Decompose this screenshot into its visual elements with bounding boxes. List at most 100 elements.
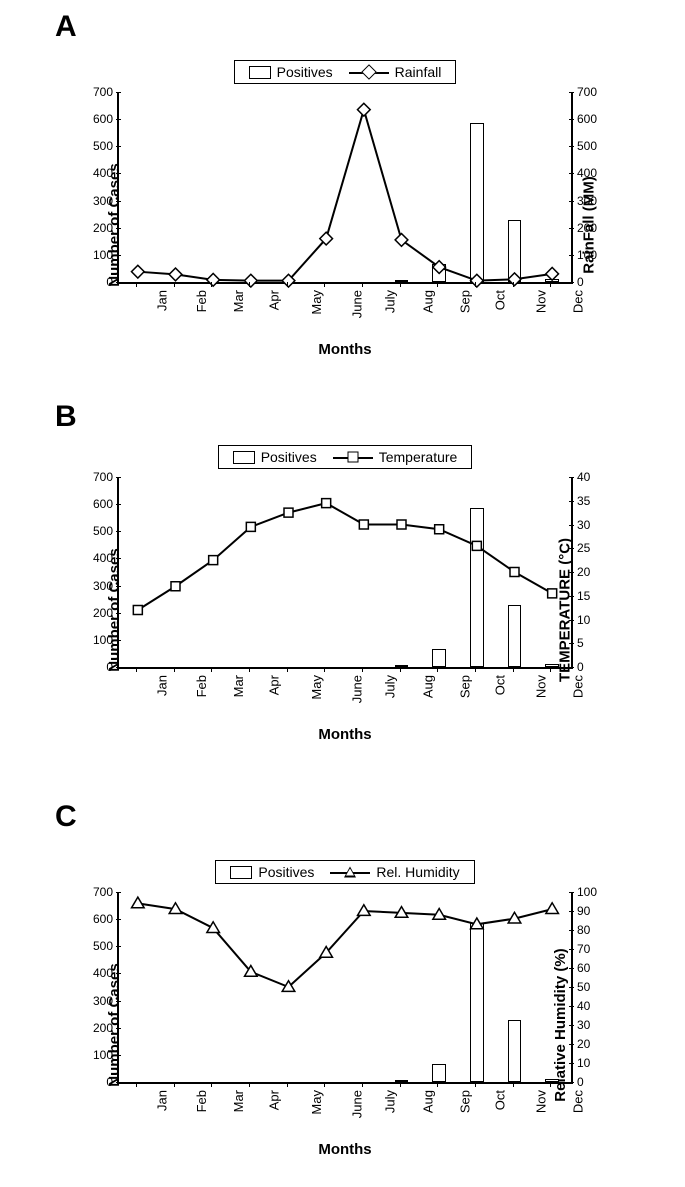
x-tick-label: June [350,675,365,703]
y-left-tick: 300 [93,194,113,208]
line-marker [397,520,406,529]
x-tick [174,1082,175,1087]
x-axis-label-a: Months [55,341,635,358]
panel-letter-a: A [55,10,77,44]
x-tick-label: July [382,290,397,313]
x-labels-b: JanFebMarAprMayJuneJulyAugSepOctNovDec [117,669,573,724]
x-tick-label: Nov [533,290,548,313]
line-marker [133,606,142,615]
x-labels-c: JanFebMarAprMayJuneJulyAugSepOctNovDec [117,1084,573,1139]
x-tick-label: Jan [154,675,169,696]
x-tick [400,1082,401,1087]
legend-bar-b: Positives [233,449,317,465]
y-right-tick: 60 [577,961,590,975]
y-left-tick: 200 [93,606,113,620]
x-tick-label: May [309,1090,324,1115]
y-left-tick: 100 [93,633,113,647]
x-tick-label: May [309,675,324,700]
x-tick-label: Apr [267,290,282,310]
line-marker [435,525,444,534]
x-tick [513,1082,514,1087]
y-right-tick: 90 [577,904,590,918]
line-series [119,92,571,282]
x-tick-label: Jan [154,1090,169,1111]
x-tick [362,667,363,672]
y-left-tick: 400 [93,551,113,565]
panel-a: Positives Rainfall Number of Cases RainF… [55,60,635,358]
legend-c: Positives Rel. Humidity [215,860,474,884]
line-marker [510,568,519,577]
line-marker [395,234,408,247]
line-marker [322,499,331,508]
x-tick-label: Nov [533,675,548,698]
y-left-tick: 600 [93,497,113,511]
line-marker [357,103,370,116]
x-tick [362,1082,363,1087]
y-left-tick: 700 [93,85,113,99]
x-tick-label: Dec [571,1090,586,1113]
x-tick [550,282,551,287]
x-tick-label: Feb [193,1090,208,1112]
figure: A Positives Rainfall Number of Cases Rai… [0,0,685,1187]
x-tick [136,667,137,672]
x-axis-label-b: Months [55,726,635,743]
y-right-tick: 30 [577,518,590,532]
x-tick-label: June [350,1090,365,1118]
panel-letter-c: C [55,800,77,834]
chart-c: Number of Cases Relative Humidity (%) 01… [55,892,635,1158]
y-left-tick: 500 [93,139,113,153]
y-right-tick: 500 [577,139,597,153]
y-right-tick: 35 [577,494,590,508]
y-right-tick: 5 [577,636,584,650]
diamond-icon [361,64,377,80]
x-tick-label: Aug [420,675,435,698]
y-right-tick: 40 [577,470,590,484]
panel-letter-b: B [55,400,77,434]
x-tick [475,667,476,672]
y-right-tick: 70 [577,942,590,956]
line-marker [131,265,144,278]
x-tick [513,667,514,672]
legend-bar-label: Positives [258,864,314,880]
chart-a: Number of Cases RainFall (MM) 0100200300… [55,92,635,358]
y-left-tick: 100 [93,248,113,262]
y-left-tick: 700 [93,470,113,484]
y-left-tick: 0 [106,660,113,674]
x-tick-label: Oct [493,1090,508,1110]
legend-bar-swatch [249,66,271,79]
x-tick [324,282,325,287]
y-left-tick: 200 [93,1021,113,1035]
x-tick-label: Mar [231,675,246,697]
line-marker [433,261,446,274]
legend-bar-a: Positives [249,64,333,80]
line-marker [358,905,371,916]
x-tick [249,1082,250,1087]
y-right-tick: 25 [577,541,590,555]
line-marker [246,522,255,531]
x-tick-label: Feb [193,290,208,312]
line-marker [132,897,145,908]
legend-b: Positives Temperature [218,445,473,469]
legend-line-b: Temperature [333,449,458,465]
y-left-tick: 0 [106,275,113,289]
x-axis-label-c: Months [55,1141,635,1158]
legend-bar-label: Positives [277,64,333,80]
line-marker [209,556,218,565]
x-tick [362,282,363,287]
y-left-tick: 300 [93,994,113,1008]
x-tick [136,1082,137,1087]
legend-a: Positives Rainfall [234,60,457,84]
line-marker [472,541,481,550]
y-right-tick: 400 [577,166,597,180]
y-left-tick: 0 [106,1075,113,1089]
y-right-tick: 10 [577,1056,590,1070]
x-tick-label: Aug [420,290,435,313]
legend-bar-label: Positives [261,449,317,465]
x-tick-label: Apr [267,1090,282,1110]
legend-bar-swatch [233,451,255,464]
triangle-icon [344,867,356,878]
y-left-tick: 300 [93,579,113,593]
y-left-tick: 700 [93,885,113,899]
line-marker [546,267,559,280]
y-left-tick: 500 [93,524,113,538]
